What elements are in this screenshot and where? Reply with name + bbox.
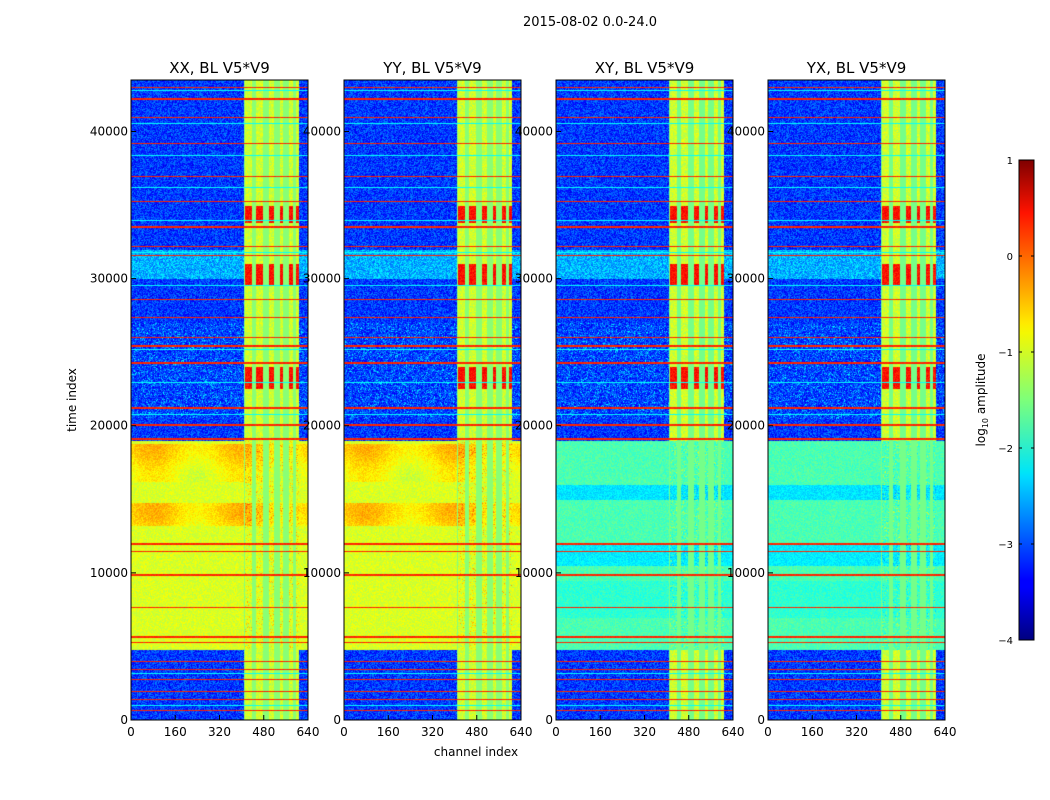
panel-2-title: YY, BL V5*V9 [382, 59, 481, 77]
panel-4-ytick-label: 30000 [727, 272, 765, 286]
panel-4-title: YX, BL V5*V9 [806, 59, 907, 77]
panel-2-heatmap [344, 80, 521, 720]
panel-1: XX, BL V5*V9 0 160 320 480 640 0 10000 20000 3000… [90, 59, 320, 739]
panel-1-ytick-label: 30000 [90, 272, 128, 286]
panel-4-ytick-label: 40000 [727, 124, 765, 138]
panel-1-ytick-label: 20000 [90, 419, 128, 433]
panel-2: YY, BL V5*V9 0 160 320 480 640 0 10000 20000 3000… [303, 59, 533, 739]
panel-4-heatmap [768, 80, 945, 720]
x-axis-label: channel index [434, 745, 518, 759]
colorbar: 10−1−2−3−4 log10 amplitude [974, 156, 1035, 647]
panel-1-title: XX, BL V5*V9 [169, 59, 270, 77]
colorbar-tick-label: −4 [998, 636, 1013, 647]
panels: XX, BL V5*V9 0 160 320 480 640 0 10000 20000 3000… [90, 59, 957, 739]
panel-2-ytick-label: 0 [333, 713, 341, 727]
panel-1-xtick-label: 0 [127, 725, 135, 739]
panel-2-xtick-label: 160 [377, 725, 400, 739]
panel-3-ytick-label: 30000 [515, 272, 553, 286]
colorbar-gradient [1018, 159, 1035, 641]
panel-2-xtick-label: 0 [340, 725, 348, 739]
colorbar-label: log10 amplitude [974, 354, 990, 447]
panel-3-xtick-label: 160 [589, 725, 612, 739]
colorbar-tick-label: −3 [998, 540, 1013, 551]
panel-4-ytick-label: 0 [757, 713, 765, 727]
panel-3-ytick-label: 20000 [515, 419, 553, 433]
colorbar-label-log: log [974, 428, 988, 446]
panel-2-ytick-label: 40000 [303, 124, 341, 138]
panel-1-xtick-label: 480 [252, 725, 275, 739]
colorbar-tick-label: 1 [1007, 156, 1013, 167]
colorbar-tick-label: −1 [998, 348, 1013, 359]
colorbar-tick-label: 0 [1007, 252, 1013, 263]
panel-1-ytick-label: 10000 [90, 566, 128, 580]
panel-3-ytick-label: 40000 [515, 124, 553, 138]
panel-4-ytick-label: 10000 [727, 566, 765, 580]
panel-1-ytick-label: 40000 [90, 124, 128, 138]
panel-3-heatmap [556, 80, 733, 720]
y-axis-label: time index [65, 368, 79, 432]
panel-3-ytick-label: 10000 [515, 566, 553, 580]
colorbar-label-sub: 10 [981, 418, 990, 428]
panel-2-xtick-label: 480 [465, 725, 488, 739]
colorbar-label-rest: amplitude [974, 354, 988, 418]
panel-4-xtick-label: 320 [845, 725, 868, 739]
panel-4: YX, BL V5*V9 0 160 320 480 640 0 10000 20000 3000… [727, 59, 957, 739]
panel-2-xtick-label: 320 [421, 725, 444, 739]
panel-3-xtick-label: 480 [677, 725, 700, 739]
panel-2-ytick-label: 30000 [303, 272, 341, 286]
figure-suptitle: 2015-08-02 0.0-24.0 [523, 15, 657, 30]
panel-3-ytick-label: 0 [545, 713, 553, 727]
panel-2-ytick-label: 10000 [303, 566, 341, 580]
panel-3-xtick-label: 640 [722, 725, 745, 739]
panel-2-xtick-label: 640 [510, 725, 533, 739]
panel-1-xtick-label: 320 [208, 725, 231, 739]
panel-3-xtick-label: 0 [552, 725, 560, 739]
panel-3-xtick-label: 320 [633, 725, 656, 739]
panel-4-xtick-label: 480 [889, 725, 912, 739]
panel-3-title: XY, BL V5*V9 [595, 59, 695, 77]
panel-4-xtick-label: 0 [764, 725, 772, 739]
panel-1-heatmap [131, 80, 308, 720]
panel-1-xtick-label: 160 [164, 725, 187, 739]
panel-4-xtick-label: 160 [801, 725, 824, 739]
panel-1-ytick-label: 0 [120, 713, 128, 727]
panel-4-xtick-label: 640 [934, 725, 957, 739]
panel-3: XY, BL V5*V9 0 160 320 480 640 0 10000 20000 3000… [515, 59, 745, 739]
colorbar-tick-label: −2 [998, 444, 1013, 455]
panel-2-ytick-label: 20000 [303, 419, 341, 433]
colorbar-ticks: 1 0 −1 −2 −3 −4 [998, 156, 1034, 647]
panel-4-ytick-label: 20000 [727, 419, 765, 433]
panel-1-xtick-label: 640 [297, 725, 320, 739]
